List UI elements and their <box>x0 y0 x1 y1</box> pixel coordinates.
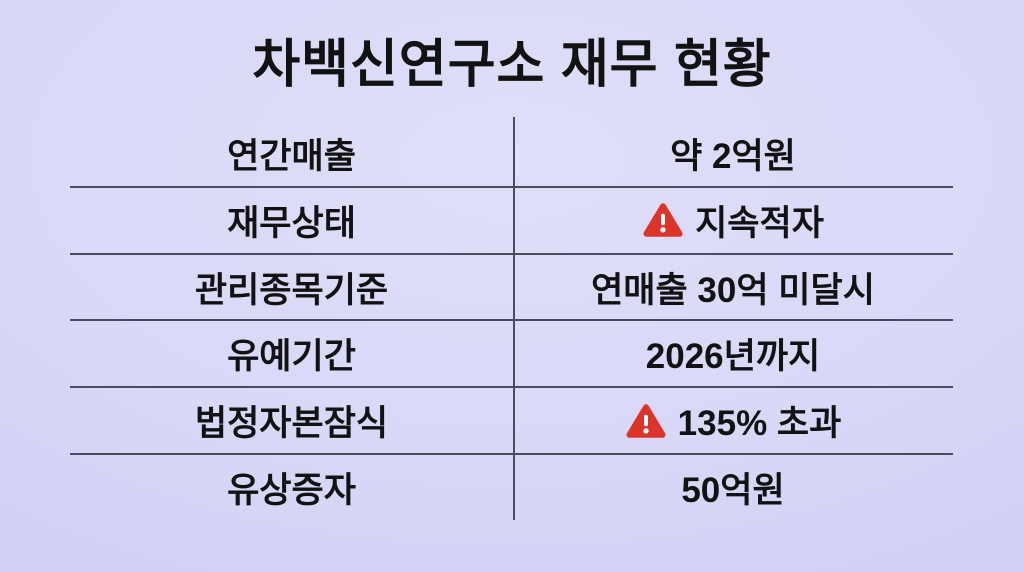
row-label: 법정자본잠식 <box>194 404 389 444</box>
row-label: 연간매출 <box>227 136 356 176</box>
row-value: 지속적자 <box>695 203 824 243</box>
row-label: 유상증자 <box>227 471 356 511</box>
table-row: 관리종목기준 연매출 30억 미달시 <box>70 255 953 322</box>
column-divider <box>513 117 515 520</box>
row-label: 관리종목기준 <box>194 270 389 310</box>
table-row: 유예기간 2026년까지 <box>70 321 953 389</box>
finance-table: 연간매출 약 2억원 재무상태 <box>70 117 953 520</box>
row-value: 약 2억원 <box>670 136 796 176</box>
row-value: 2026년까지 <box>645 337 821 377</box>
row-label: 유예기간 <box>227 337 356 377</box>
row-value-cell: 연매출 30억 미달시 <box>513 255 953 320</box>
row-value-cell: 135% 초과 <box>513 388 953 453</box>
row-value: 50억원 <box>681 471 785 511</box>
row-value: 135% 초과 <box>677 404 842 444</box>
row-value: 연매출 30억 미달시 <box>591 270 875 310</box>
warning-triangle-icon <box>642 201 684 239</box>
row-value-cell: 50억원 <box>513 455 953 520</box>
table-row: 법정자본잠식 135% 초과 <box>70 388 953 456</box>
row-value-cell: 지속적자 <box>513 188 953 253</box>
row-value-cell: 약 2억원 <box>513 121 953 186</box>
page-title: 차백신연구소 재무 현황 <box>252 36 772 94</box>
row-label: 재무상태 <box>227 203 356 243</box>
table-row: 유상증자 50억원 <box>70 455 953 520</box>
table-row: 재무상태 지속적자 <box>70 188 953 255</box>
row-value-cell: 2026년까지 <box>513 321 953 386</box>
warning-triangle-icon <box>625 402 667 440</box>
table-row: 연간매출 약 2억원 <box>70 121 953 188</box>
